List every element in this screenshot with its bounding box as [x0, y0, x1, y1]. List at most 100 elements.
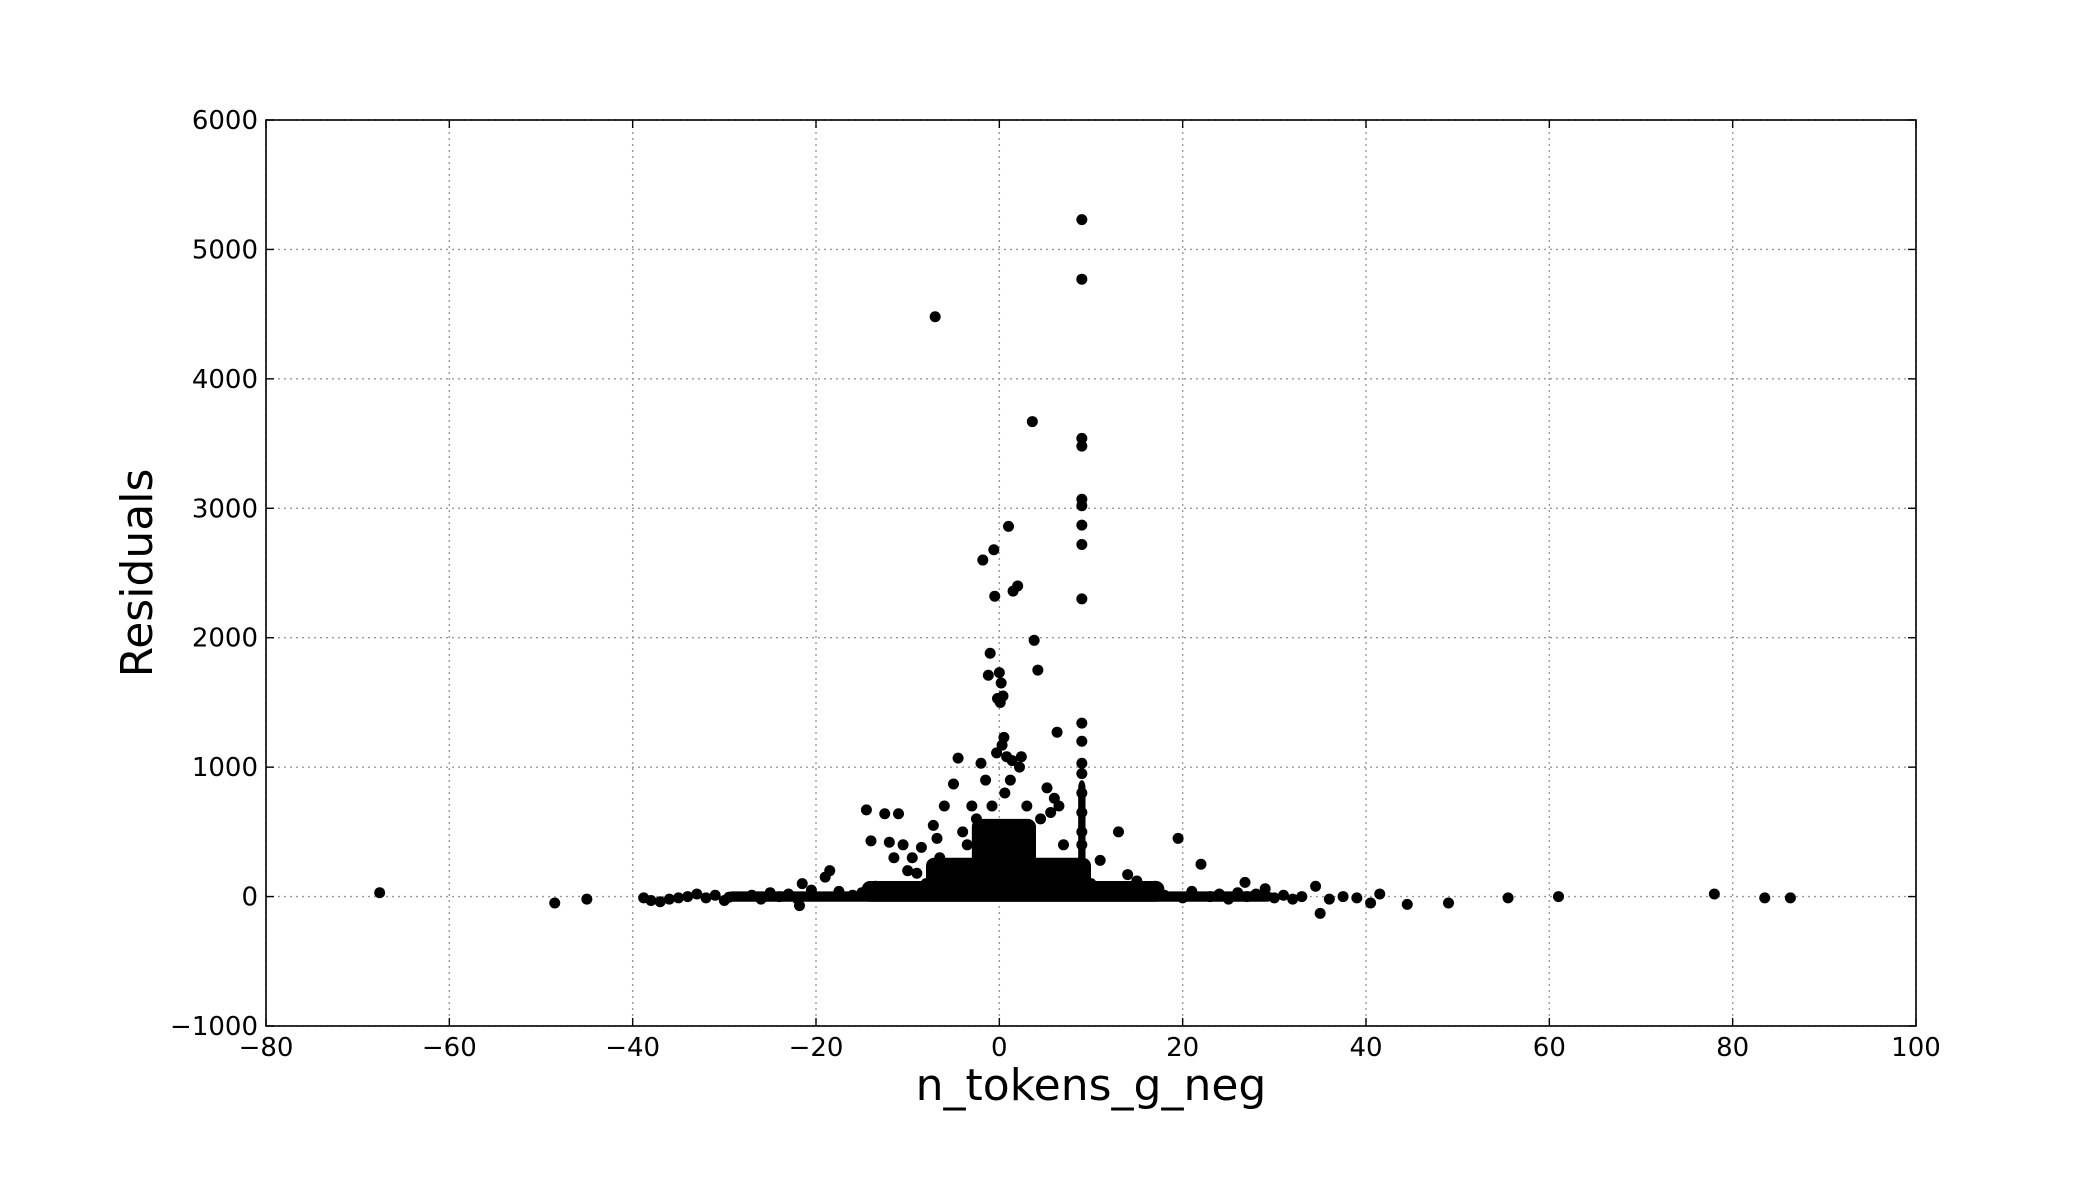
data-point: [980, 774, 992, 786]
x-axis-label: n_tokens_g_neg: [916, 1060, 1267, 1111]
data-point: [1287, 893, 1299, 905]
data-point: [988, 544, 1000, 556]
data-point: [654, 896, 666, 908]
data-point: [1076, 440, 1088, 452]
data-point: [1012, 580, 1024, 592]
x-tick-label: −40: [605, 1033, 660, 1063]
data-point: [1053, 800, 1065, 812]
data-point: [999, 787, 1011, 799]
data-point: [1158, 889, 1170, 901]
data-point: [1250, 888, 1262, 900]
data-point: [1076, 757, 1088, 769]
data-point: [1076, 214, 1088, 226]
data-point: [746, 889, 758, 901]
data-point: [931, 832, 943, 844]
plot-area-frame: [265, 119, 1917, 1027]
data-point: [952, 752, 964, 764]
data-point: [934, 852, 946, 864]
data-point: [1241, 891, 1253, 903]
data-point: [581, 893, 593, 905]
data-point: [1014, 761, 1025, 773]
data-point: [1232, 887, 1244, 899]
data-point: [897, 839, 909, 851]
data-point: [1296, 891, 1308, 903]
data-point: [1337, 891, 1349, 903]
y-tick-label: 2000: [192, 624, 258, 654]
cluster-region: [971, 818, 1036, 884]
data-point: [1443, 897, 1454, 909]
data-point: [1310, 880, 1322, 892]
y-tick-label: 5000: [192, 235, 258, 265]
x-tick-label: 100: [1891, 1033, 1941, 1063]
data-point: [943, 858, 955, 870]
data-point: [805, 884, 817, 896]
data-point: [1076, 839, 1088, 851]
data-point: [764, 887, 776, 899]
data-point: [966, 800, 978, 812]
data-point: [773, 891, 785, 903]
data-point: [920, 878, 932, 890]
data-point: [1103, 884, 1115, 896]
data-point: [1085, 878, 1097, 890]
data-point: [860, 804, 872, 816]
data-point: [1094, 854, 1106, 866]
data-point: [1006, 755, 1018, 767]
data-point: [691, 888, 703, 900]
x-tick-label: −80: [239, 1033, 294, 1063]
data-point: [1553, 891, 1564, 903]
data-point: [986, 800, 998, 812]
data-point: [906, 852, 918, 864]
x-tick-labels: −80 −60 −40 −20 0 20 40 60 80 100: [239, 1033, 1941, 1063]
data-point: [995, 677, 1007, 689]
y-tick-label: −1000: [170, 1012, 258, 1042]
data-point: [865, 835, 877, 847]
x-tick-label: 60: [1533, 1033, 1566, 1063]
data-point: [1051, 726, 1063, 738]
data-point: [1177, 892, 1189, 904]
data-point: [982, 669, 994, 681]
data-point: [824, 865, 836, 877]
data-point: [961, 839, 973, 851]
y-tick-labels: −1000 0 1000 2000 3000 4000 5000 6000: [170, 106, 258, 1042]
axis-ticks: [265, 119, 1917, 1027]
data-point: [1076, 768, 1088, 780]
data-point: [1323, 893, 1335, 905]
data-point: [1502, 892, 1514, 904]
y-tick-label: 4000: [192, 365, 258, 395]
data-point: [645, 894, 657, 906]
x-tick-label: 20: [1166, 1033, 1199, 1063]
data-point: [847, 889, 859, 901]
data-point: [1028, 634, 1040, 646]
data-points: [374, 214, 1796, 919]
data-point: [755, 893, 767, 905]
data-point: [1351, 892, 1363, 904]
data-point: [549, 897, 561, 909]
data-point: [1026, 416, 1038, 428]
data-point: [1239, 876, 1251, 888]
data-point: [977, 554, 989, 566]
x-tick-label: 40: [1349, 1033, 1382, 1063]
data-point: [893, 808, 904, 820]
data-point: [879, 808, 891, 820]
data-point: [1314, 907, 1326, 919]
data-point: [1186, 885, 1198, 897]
y-tick-label: 0: [241, 883, 258, 913]
data-point: [888, 852, 900, 864]
data-point: [970, 813, 982, 825]
y-tick-label: 6000: [192, 106, 258, 136]
data-point: [663, 893, 675, 905]
data-point: [1140, 887, 1152, 899]
data-point: [1268, 892, 1280, 904]
data-point: [948, 778, 959, 790]
data-point: [1122, 869, 1134, 881]
data-point: [1365, 897, 1377, 909]
data-point: [927, 819, 939, 831]
data-point: [673, 892, 684, 904]
data-point: [1058, 839, 1069, 851]
data-point: [1035, 813, 1047, 825]
x-tick-label: 0: [991, 1033, 1008, 1063]
data-point: [902, 865, 914, 877]
data-point: [1259, 883, 1271, 895]
data-point: [1784, 892, 1796, 904]
